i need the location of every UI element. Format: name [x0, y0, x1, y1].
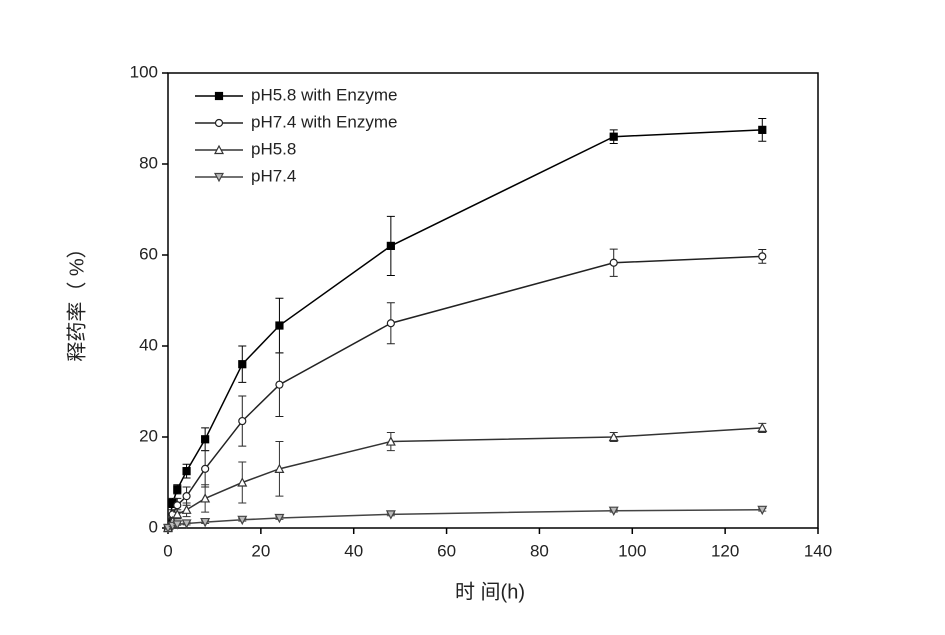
marker — [758, 125, 767, 134]
marker — [181, 519, 192, 529]
marker — [757, 505, 768, 516]
marker — [385, 436, 396, 446]
marker — [172, 509, 183, 519]
marker — [386, 241, 395, 250]
series-line — [167, 129, 763, 529]
marker — [385, 510, 396, 520]
marker — [274, 513, 285, 524]
marker — [237, 477, 248, 487]
series-line — [167, 255, 763, 529]
marker — [237, 515, 248, 526]
x-tick-label: 140 — [804, 541, 832, 560]
y-tick-label: 100 — [130, 62, 158, 81]
x-tick-label: 60 — [437, 541, 456, 560]
legend-marker — [214, 118, 224, 128]
marker — [609, 258, 618, 267]
x-tick-label: 120 — [711, 541, 739, 560]
x-tick-label: 100 — [618, 541, 646, 560]
marker — [608, 506, 619, 516]
marker — [238, 360, 247, 369]
marker — [173, 485, 182, 494]
y-tick-label: 0 — [149, 517, 158, 536]
marker — [609, 132, 618, 141]
marker — [201, 435, 210, 444]
marker — [386, 319, 395, 328]
plot-frame — [167, 72, 819, 529]
marker — [200, 493, 211, 503]
marker — [274, 463, 285, 473]
legend-label: pH5.8 with Enzyme — [251, 85, 397, 104]
marker — [172, 520, 183, 530]
y-tick-label: 60 — [139, 244, 158, 263]
marker — [182, 492, 191, 501]
legend-marker — [214, 144, 224, 155]
legend-label: pH7.4 with Enzyme — [251, 112, 397, 131]
marker — [173, 501, 182, 510]
marker — [238, 416, 247, 426]
series-line — [167, 509, 763, 529]
y-axis-label: 释药率（ %） — [65, 238, 88, 361]
legend-label: pH7.4 — [251, 166, 296, 185]
y-tick-label: 80 — [139, 153, 158, 172]
y-tick-label: 40 — [139, 335, 158, 354]
x-tick-label: 0 — [163, 541, 172, 560]
marker — [181, 504, 192, 514]
legend-marker — [214, 91, 224, 101]
marker — [757, 422, 768, 432]
x-tick-label: 40 — [344, 541, 363, 560]
marker — [200, 517, 211, 528]
marker — [608, 431, 619, 442]
legend-marker — [214, 172, 224, 183]
marker — [182, 467, 191, 476]
x-tick-label: 80 — [530, 541, 549, 560]
marker — [275, 321, 284, 330]
marker — [201, 464, 210, 473]
y-tick-label: 20 — [139, 426, 158, 445]
legend-label: pH5.8 — [251, 139, 296, 158]
marker — [758, 252, 767, 261]
x-tick-label: 20 — [251, 541, 270, 560]
marker — [275, 380, 284, 389]
x-axis-label: 时 间(h) — [455, 580, 525, 603]
